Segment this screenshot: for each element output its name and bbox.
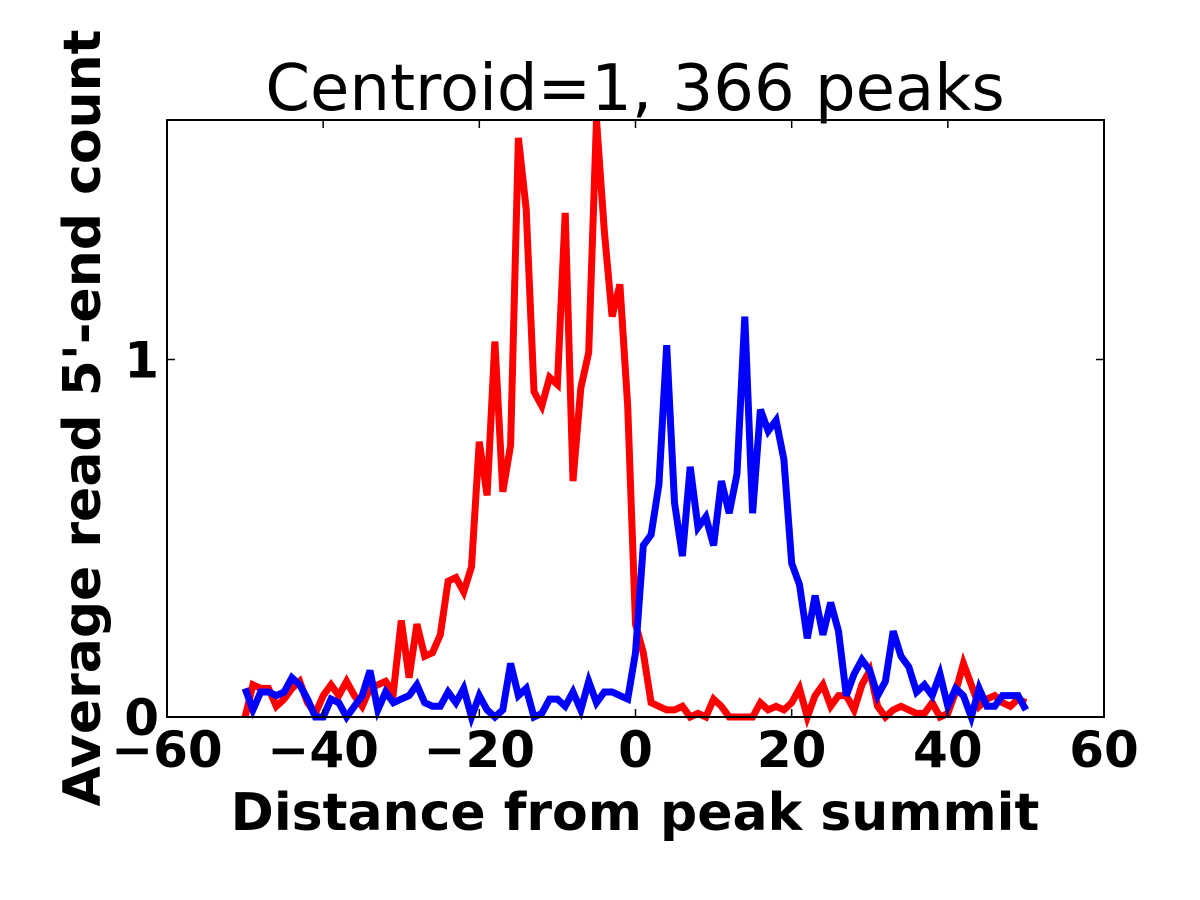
- x-axis-label: Distance from peak summit: [231, 783, 1040, 843]
- x-tick-label: −60: [111, 721, 222, 779]
- x-tick-label: 40: [913, 721, 983, 779]
- series-layer: [241, 119, 1029, 729]
- x-tick-label: 0: [618, 721, 653, 779]
- y-tick-label: 1: [124, 332, 159, 390]
- x-tick-label: 60: [1069, 721, 1139, 779]
- series-line-2: [241, 316, 1029, 729]
- chart-title: Centroid=1, 366 peaks: [265, 52, 1004, 126]
- tick-layer: −60 −40 −20 0 20 40 60 0 1: [111, 120, 1139, 779]
- y-axis-label: Average read 5'-end count: [53, 30, 113, 807]
- y-tick-label: 0: [124, 689, 159, 747]
- x-tick-label: −20: [424, 721, 535, 779]
- x-tick-label: 20: [757, 721, 827, 779]
- x-tick-label: −40: [267, 721, 378, 779]
